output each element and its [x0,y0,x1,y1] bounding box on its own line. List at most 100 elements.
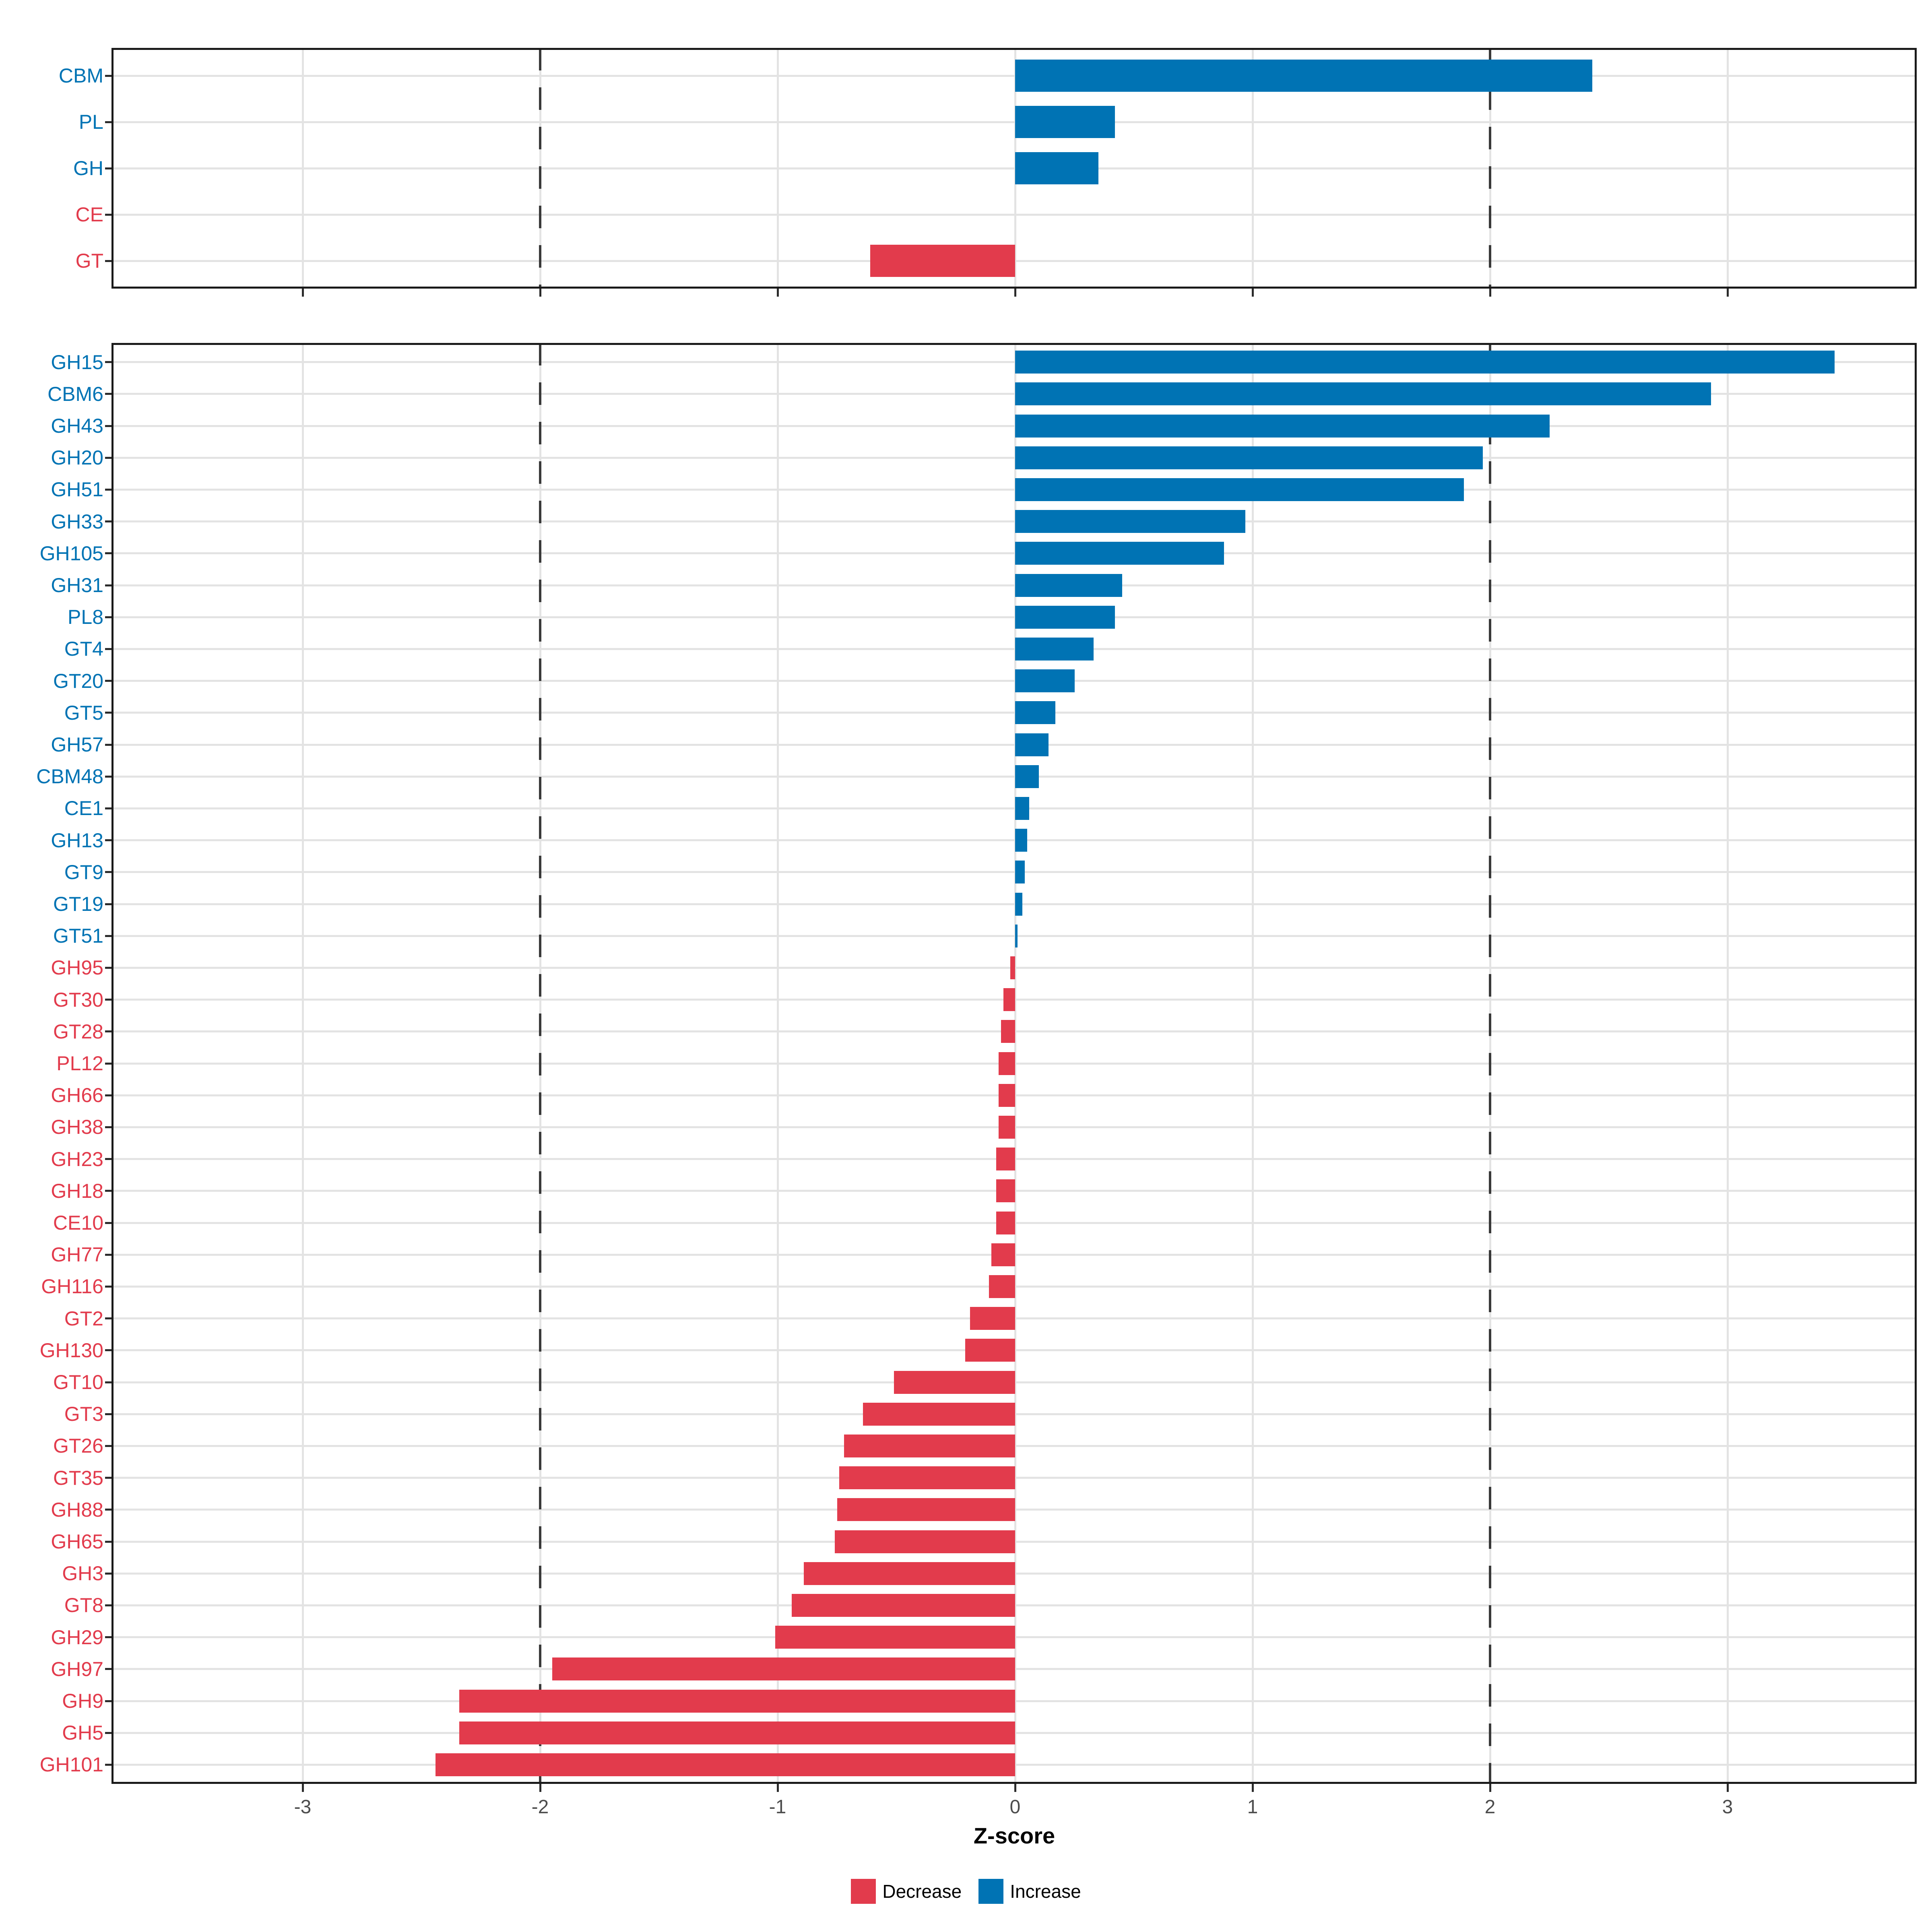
y-tick-mark [105,1317,111,1320]
category-label: CBM6 [47,382,103,405]
category-label: GT8 [64,1594,103,1617]
bar-GH31 [1015,574,1122,597]
category-label: PL [78,111,103,133]
y-tick-mark [105,1477,111,1479]
category-label: GT5 [64,701,103,724]
y-tick-mark [105,1668,111,1670]
category-label: GH20 [51,446,103,469]
x-tick-mark [1489,1784,1491,1792]
bar-GT35 [839,1466,1015,1490]
category-label: GT9 [64,861,103,883]
bar-GH105 [1015,542,1224,565]
legend-item-decrease: Decrease [851,1879,962,1904]
category-label: GT4 [64,638,103,661]
y-tick-mark [105,680,111,682]
y-gridline [111,552,1917,555]
bar-GH97 [552,1657,1015,1681]
bar-GT [870,245,1015,277]
bar-GH77 [991,1243,1015,1266]
bar-GH65 [834,1530,1015,1553]
category-label: GH18 [51,1179,103,1202]
x-tick-mark [1014,289,1016,297]
category-label: CE1 [64,797,103,820]
bar-GH3 [803,1562,1015,1585]
y-tick-mark [105,1413,111,1415]
y-tick-mark [105,966,111,969]
y-gridline [111,425,1917,427]
family-panel [111,343,1917,1784]
y-gridline [111,680,1917,682]
bar-CE1 [1015,797,1030,820]
bar-GH88 [837,1498,1015,1521]
y-gridline [111,775,1917,778]
category-label: GH23 [51,1148,103,1170]
bar-CBM [1015,60,1592,92]
category-label: GT51 [53,925,103,947]
bar-GH9 [459,1689,1015,1713]
x-tick-mark [539,1784,541,1792]
category-label: GH51 [51,478,103,501]
y-gridline [111,213,1917,216]
bar-GT8 [792,1593,1015,1617]
category-label: GH66 [51,1084,103,1107]
y-tick-mark [105,775,111,778]
y-tick-mark [105,999,111,1001]
y-tick-mark [105,121,111,123]
y-tick-mark [105,74,111,77]
x-tick-label: -2 [531,1796,549,1818]
y-tick-mark [105,361,111,363]
category-label: GH101 [39,1753,103,1776]
x-tick-label: 0 [1009,1796,1021,1818]
category-label: GT28 [53,1020,103,1043]
y-tick-mark [105,1381,111,1383]
y-tick-mark [105,1158,111,1160]
x-tick-mark [539,289,541,297]
y-tick-mark [105,1285,111,1288]
y-tick-mark [105,1222,111,1224]
y-gridline [111,584,1917,586]
category-label: GH38 [51,1116,103,1139]
bar-GH43 [1015,414,1550,438]
y-tick-mark [105,1700,111,1702]
bar-GT4 [1015,637,1094,661]
bar-GT10 [894,1371,1015,1394]
bar-GH116 [989,1275,1015,1298]
bar-GH130 [965,1339,1015,1362]
y-gridline [111,935,1917,937]
category-label: GT2 [64,1307,103,1330]
y-tick-mark [105,1126,111,1128]
y-tick-mark [105,1636,111,1639]
category-label: GH95 [51,956,103,979]
y-gridline [111,488,1917,491]
y-tick-mark [105,260,111,262]
category-label: CE10 [53,1212,103,1234]
class-panel [111,48,1917,289]
y-gridline [111,871,1917,873]
legend-swatch-decrease [851,1879,876,1904]
category-label: GH31 [51,574,103,597]
legend-label-decrease: Decrease [882,1881,962,1902]
bar-GH13 [1015,829,1027,852]
x-tick-label: 1 [1247,1796,1258,1818]
category-label: GH65 [51,1530,103,1553]
category-label: GT10 [53,1371,103,1393]
x-tick-mark [1251,289,1254,297]
y-gridline [111,74,1917,77]
y-tick-mark [105,425,111,427]
x-tick-mark [1726,289,1729,297]
y-tick-mark [105,712,111,714]
bar-GT2 [970,1307,1015,1330]
bar-GH5 [459,1721,1015,1744]
x-tick-label: -1 [769,1796,786,1818]
y-tick-mark [105,1094,111,1096]
y-tick-mark [105,807,111,809]
y-gridline [111,393,1917,395]
y-tick-mark [105,1190,111,1192]
legend-swatch-increase [978,1879,1004,1904]
bar-GH57 [1015,733,1049,756]
category-label: GT26 [53,1435,103,1457]
dashed-reference-line [1489,343,1491,1784]
category-label: GH57 [51,733,103,756]
category-label: GH9 [62,1690,103,1712]
y-gridline [111,456,1917,459]
